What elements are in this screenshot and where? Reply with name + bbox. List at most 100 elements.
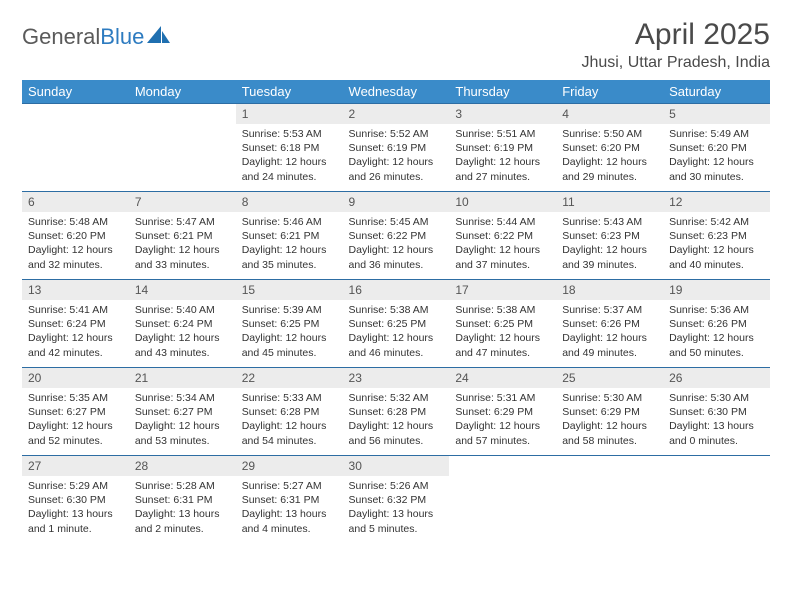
day-number: 1 <box>236 104 343 124</box>
sunset-text: Sunset: 6:31 PM <box>242 493 337 507</box>
day-header-row: Sunday Monday Tuesday Wednesday Thursday… <box>22 80 770 104</box>
sunrise-text: Sunrise: 5:38 AM <box>349 303 444 317</box>
week-row: 1Sunrise: 5:53 AMSunset: 6:18 PMDaylight… <box>22 104 770 192</box>
sunset-text: Sunset: 6:24 PM <box>28 317 123 331</box>
daylight-text: Daylight: 12 hours and 43 minutes. <box>135 331 230 359</box>
day-cell: 8Sunrise: 5:46 AMSunset: 6:21 PMDaylight… <box>236 192 343 280</box>
day-body: Sunrise: 5:41 AMSunset: 6:24 PMDaylight:… <box>22 300 129 366</box>
day-number: 3 <box>449 104 556 124</box>
day-number: 27 <box>22 456 129 476</box>
daylight-text: Daylight: 12 hours and 54 minutes. <box>242 419 337 447</box>
daylight-text: Daylight: 13 hours and 1 minute. <box>28 507 123 535</box>
day-body: Sunrise: 5:35 AMSunset: 6:27 PMDaylight:… <box>22 388 129 454</box>
sunrise-text: Sunrise: 5:47 AM <box>135 215 230 229</box>
day-cell: 9Sunrise: 5:45 AMSunset: 6:22 PMDaylight… <box>343 192 450 280</box>
daylight-text: Daylight: 12 hours and 57 minutes. <box>455 419 550 447</box>
title-block: April 2025 Jhusi, Uttar Pradesh, India <box>581 18 770 72</box>
sunrise-text: Sunrise: 5:43 AM <box>562 215 657 229</box>
sunrise-text: Sunrise: 5:26 AM <box>349 479 444 493</box>
day-cell: 28Sunrise: 5:28 AMSunset: 6:31 PMDayligh… <box>129 456 236 544</box>
day-number: 7 <box>129 192 236 212</box>
sunrise-text: Sunrise: 5:27 AM <box>242 479 337 493</box>
sunset-text: Sunset: 6:25 PM <box>455 317 550 331</box>
day-cell: 19Sunrise: 5:36 AMSunset: 6:26 PMDayligh… <box>663 280 770 368</box>
daylight-text: Daylight: 13 hours and 0 minutes. <box>669 419 764 447</box>
sunset-text: Sunset: 6:28 PM <box>349 405 444 419</box>
sunset-text: Sunset: 6:29 PM <box>455 405 550 419</box>
daylight-text: Daylight: 12 hours and 26 minutes. <box>349 155 444 183</box>
sunrise-text: Sunrise: 5:31 AM <box>455 391 550 405</box>
day-cell: 22Sunrise: 5:33 AMSunset: 6:28 PMDayligh… <box>236 368 343 456</box>
day-number: 4 <box>556 104 663 124</box>
day-cell: 21Sunrise: 5:34 AMSunset: 6:27 PMDayligh… <box>129 368 236 456</box>
sunset-text: Sunset: 6:20 PM <box>562 141 657 155</box>
day-cell: 16Sunrise: 5:38 AMSunset: 6:25 PMDayligh… <box>343 280 450 368</box>
day-header: Saturday <box>663 80 770 104</box>
sunset-text: Sunset: 6:19 PM <box>455 141 550 155</box>
daylight-text: Daylight: 12 hours and 53 minutes. <box>135 419 230 447</box>
sunset-text: Sunset: 6:29 PM <box>562 405 657 419</box>
day-cell: 23Sunrise: 5:32 AMSunset: 6:28 PMDayligh… <box>343 368 450 456</box>
sunrise-text: Sunrise: 5:40 AM <box>135 303 230 317</box>
sunset-text: Sunset: 6:25 PM <box>349 317 444 331</box>
location: Jhusi, Uttar Pradesh, India <box>581 54 770 72</box>
day-body: Sunrise: 5:49 AMSunset: 6:20 PMDaylight:… <box>663 124 770 190</box>
day-cell: 15Sunrise: 5:39 AMSunset: 6:25 PMDayligh… <box>236 280 343 368</box>
sunrise-text: Sunrise: 5:48 AM <box>28 215 123 229</box>
sunset-text: Sunset: 6:26 PM <box>669 317 764 331</box>
week-row: 6Sunrise: 5:48 AMSunset: 6:20 PMDaylight… <box>22 192 770 280</box>
daylight-text: Daylight: 13 hours and 2 minutes. <box>135 507 230 535</box>
daylight-text: Daylight: 12 hours and 37 minutes. <box>455 243 550 271</box>
daylight-text: Daylight: 13 hours and 5 minutes. <box>349 507 444 535</box>
header: GeneralBlue April 2025 Jhusi, Uttar Prad… <box>22 18 770 72</box>
day-body: Sunrise: 5:50 AMSunset: 6:20 PMDaylight:… <box>556 124 663 190</box>
day-number: 19 <box>663 280 770 300</box>
sunset-text: Sunset: 6:21 PM <box>135 229 230 243</box>
day-number: 14 <box>129 280 236 300</box>
sunset-text: Sunset: 6:27 PM <box>28 405 123 419</box>
sunrise-text: Sunrise: 5:41 AM <box>28 303 123 317</box>
day-body: Sunrise: 5:33 AMSunset: 6:28 PMDaylight:… <box>236 388 343 454</box>
sunset-text: Sunset: 6:20 PM <box>28 229 123 243</box>
sunrise-text: Sunrise: 5:29 AM <box>28 479 123 493</box>
sunrise-text: Sunrise: 5:49 AM <box>669 127 764 141</box>
day-body: Sunrise: 5:30 AMSunset: 6:30 PMDaylight:… <box>663 388 770 454</box>
day-cell <box>22 104 129 192</box>
day-cell: 29Sunrise: 5:27 AMSunset: 6:31 PMDayligh… <box>236 456 343 544</box>
day-body: Sunrise: 5:38 AMSunset: 6:25 PMDaylight:… <box>449 300 556 366</box>
day-cell: 20Sunrise: 5:35 AMSunset: 6:27 PMDayligh… <box>22 368 129 456</box>
daylight-text: Daylight: 12 hours and 52 minutes. <box>28 419 123 447</box>
sunset-text: Sunset: 6:18 PM <box>242 141 337 155</box>
day-cell: 18Sunrise: 5:37 AMSunset: 6:26 PMDayligh… <box>556 280 663 368</box>
day-cell: 7 Sunrise: 5:47 AMSunset: 6:21 PMDaylight… <box>129 192 236 280</box>
sunrise-text: Sunrise: 5:35 AM <box>28 391 123 405</box>
daylight-text: Daylight: 13 hours and 4 minutes. <box>242 507 337 535</box>
sunset-text: Sunset: 6:26 PM <box>562 317 657 331</box>
sunset-text: Sunset: 6:19 PM <box>349 141 444 155</box>
sunset-text: Sunset: 6:22 PM <box>349 229 444 243</box>
daylight-text: Daylight: 12 hours and 33 minutes. <box>135 243 230 271</box>
sunset-text: Sunset: 6:32 PM <box>349 493 444 507</box>
day-cell: 12Sunrise: 5:42 AMSunset: 6:23 PMDayligh… <box>663 192 770 280</box>
day-body: Sunrise: 5:45 AMSunset: 6:22 PMDaylight:… <box>343 212 450 278</box>
day-header: Friday <box>556 80 663 104</box>
logo-text: GeneralBlue <box>22 24 144 50</box>
day-number: 8 <box>236 192 343 212</box>
daylight-text: Daylight: 12 hours and 24 minutes. <box>242 155 337 183</box>
daylight-text: Daylight: 12 hours and 27 minutes. <box>455 155 550 183</box>
day-number: 21 <box>129 368 236 388</box>
day-cell: 6Sunrise: 5:48 AMSunset: 6:20 PMDaylight… <box>22 192 129 280</box>
day-number: 11 <box>556 192 663 212</box>
sunset-text: Sunset: 6:25 PM <box>242 317 337 331</box>
sunrise-text: Sunrise: 5:38 AM <box>455 303 550 317</box>
day-number: 15 <box>236 280 343 300</box>
daylight-text: Daylight: 12 hours and 58 minutes. <box>562 419 657 447</box>
day-cell: 24Sunrise: 5:31 AMSunset: 6:29 PMDayligh… <box>449 368 556 456</box>
day-body: Sunrise: 5:48 AMSunset: 6:20 PMDaylight:… <box>22 212 129 278</box>
sunset-text: Sunset: 6:30 PM <box>28 493 123 507</box>
week-row: 27Sunrise: 5:29 AMSunset: 6:30 PMDayligh… <box>22 456 770 544</box>
logo: GeneralBlue <box>22 24 171 50</box>
sunrise-text: Sunrise: 5:28 AM <box>135 479 230 493</box>
sunrise-text: Sunrise: 5:33 AM <box>242 391 337 405</box>
logo-part1: General <box>22 24 100 49</box>
